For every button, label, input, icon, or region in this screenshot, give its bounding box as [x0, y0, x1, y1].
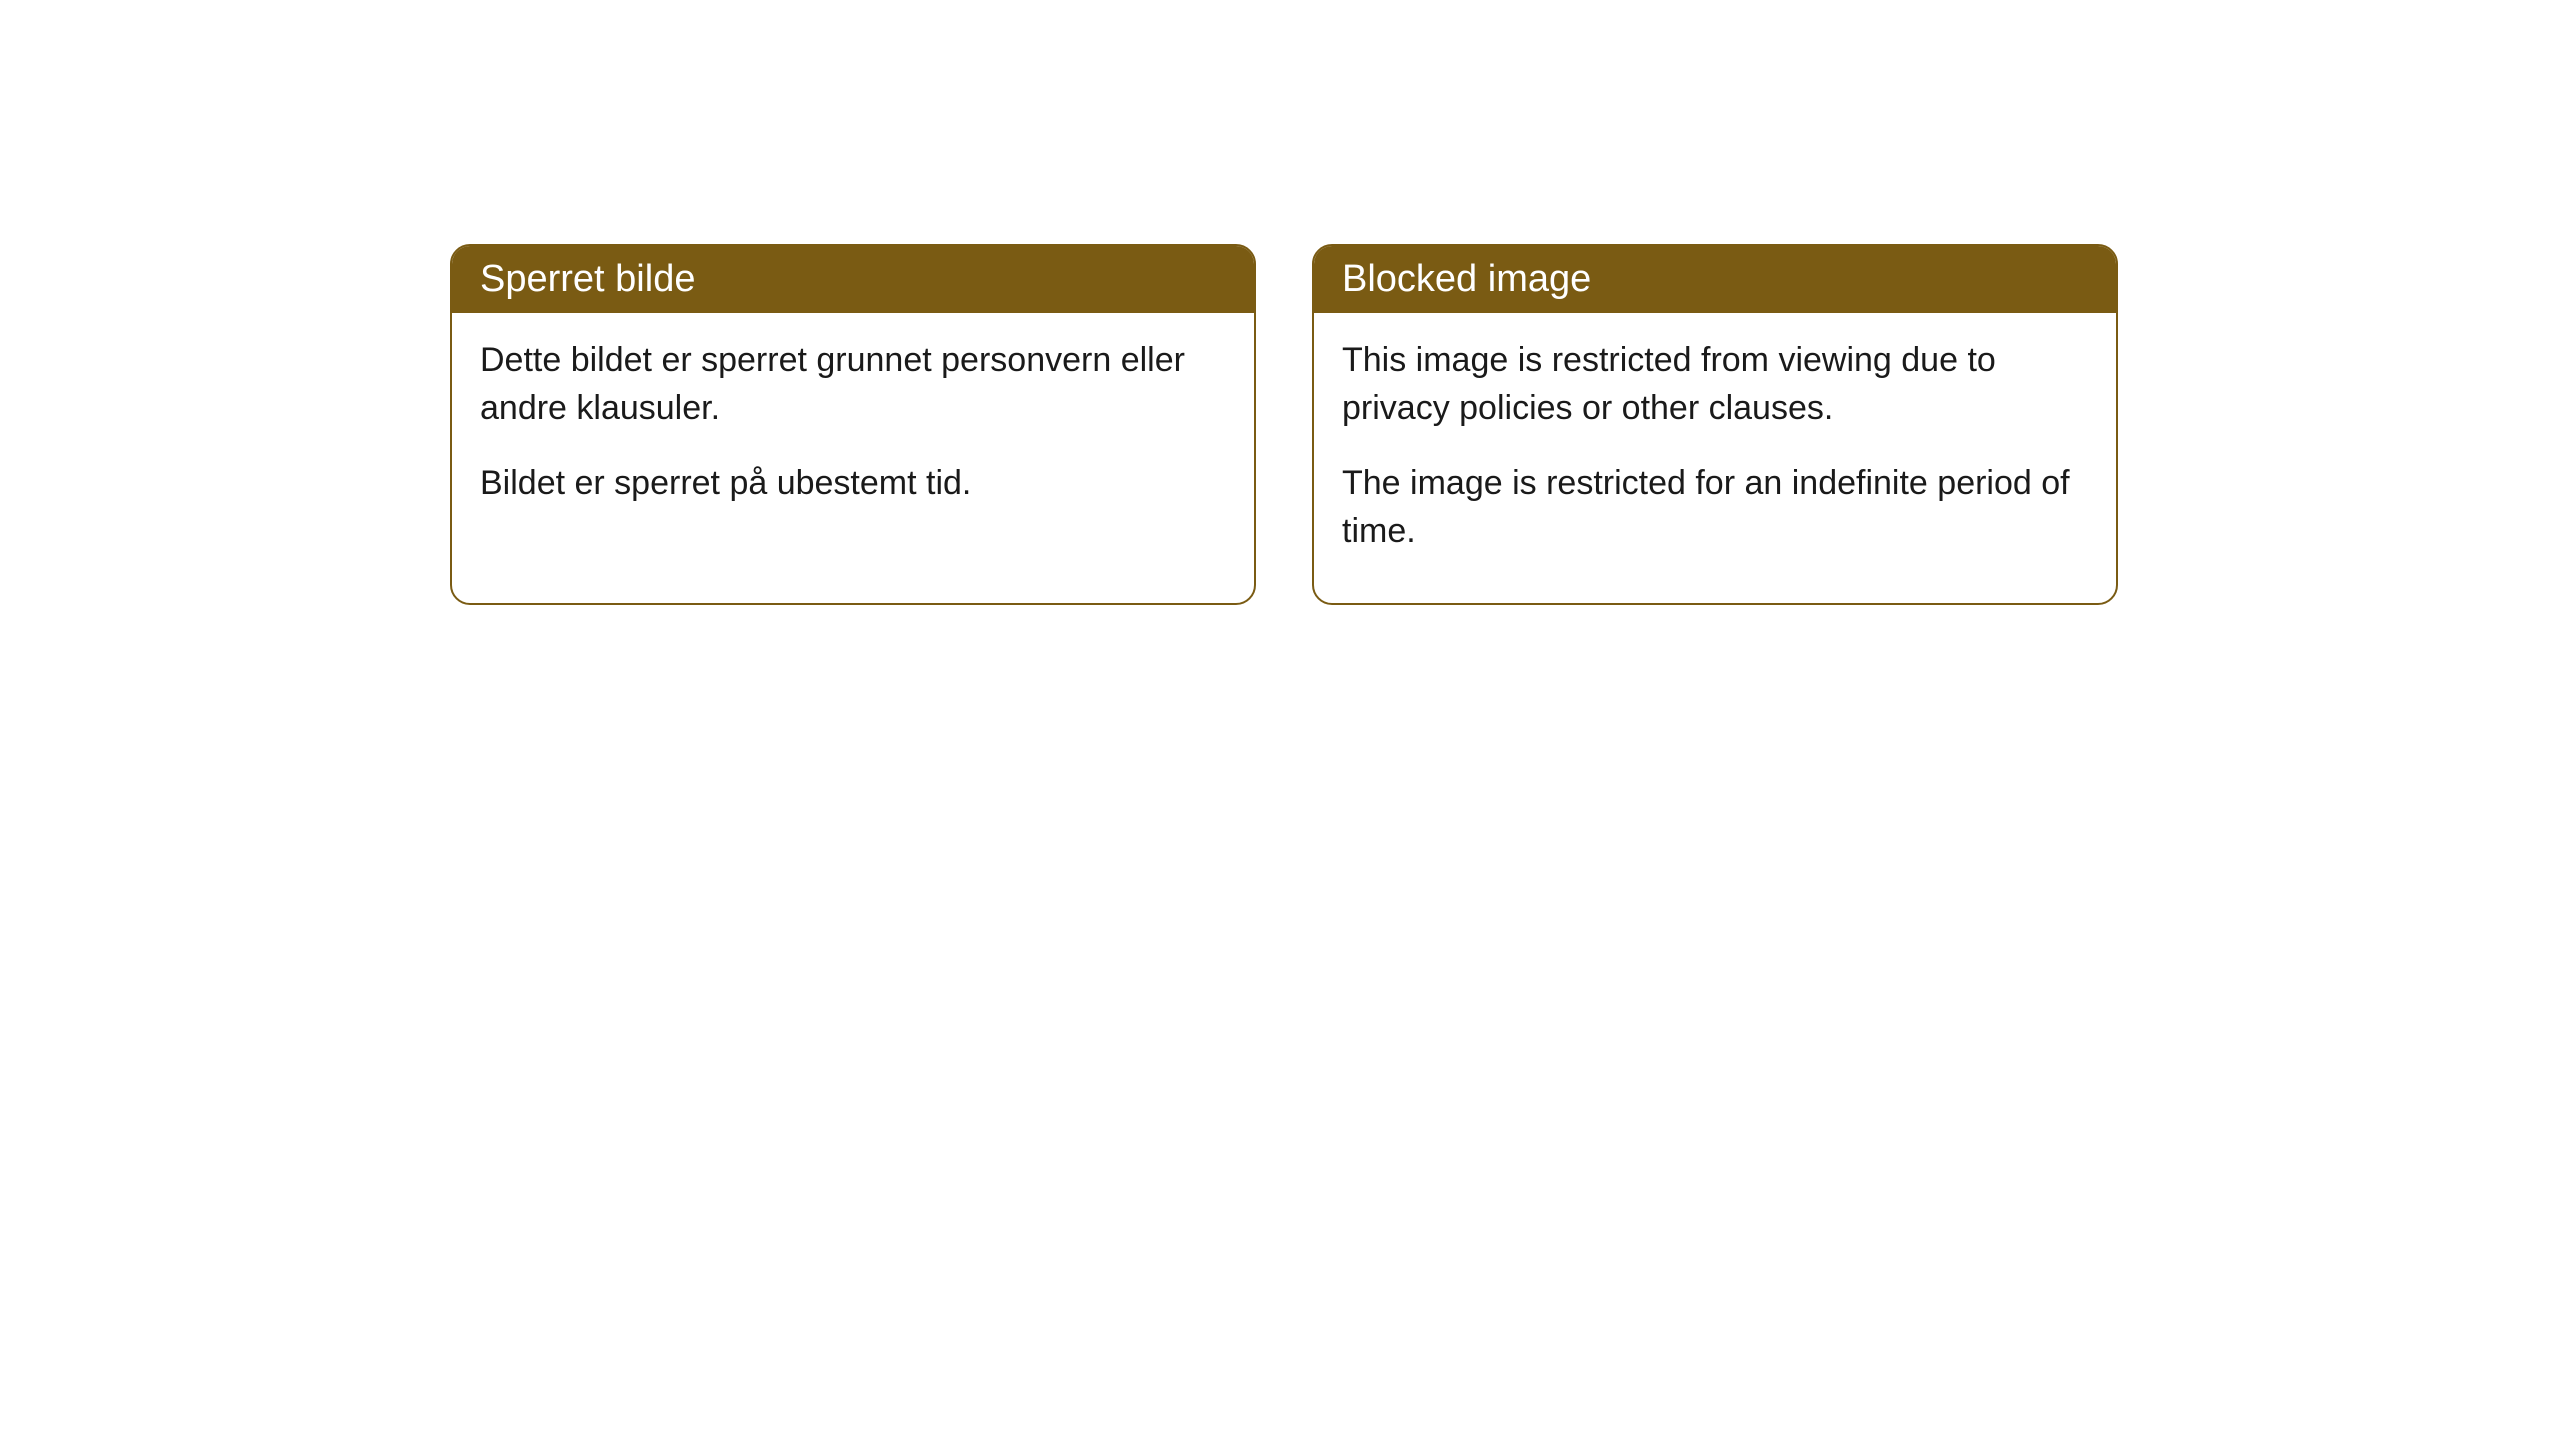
blocked-image-card-norwegian: Sperret bilde Dette bildet er sperret gr…	[450, 244, 1256, 605]
blocked-image-card-english: Blocked image This image is restricted f…	[1312, 244, 2118, 605]
card-title: Sperret bilde	[480, 258, 695, 300]
card-header-norwegian: Sperret bilde	[452, 246, 1254, 313]
card-header-english: Blocked image	[1314, 246, 2116, 313]
card-paragraph: Bildet er sperret på ubestemt tid.	[480, 460, 1226, 508]
card-title: Blocked image	[1342, 258, 1591, 300]
card-paragraph: This image is restricted from viewing du…	[1342, 337, 2088, 432]
card-paragraph: The image is restricted for an indefinit…	[1342, 460, 2088, 555]
card-paragraph: Dette bildet er sperret grunnet personve…	[480, 337, 1226, 432]
card-body-english: This image is restricted from viewing du…	[1314, 313, 2116, 603]
notice-cards-container: Sperret bilde Dette bildet er sperret gr…	[0, 0, 2560, 605]
card-body-norwegian: Dette bildet er sperret grunnet personve…	[452, 313, 1254, 556]
